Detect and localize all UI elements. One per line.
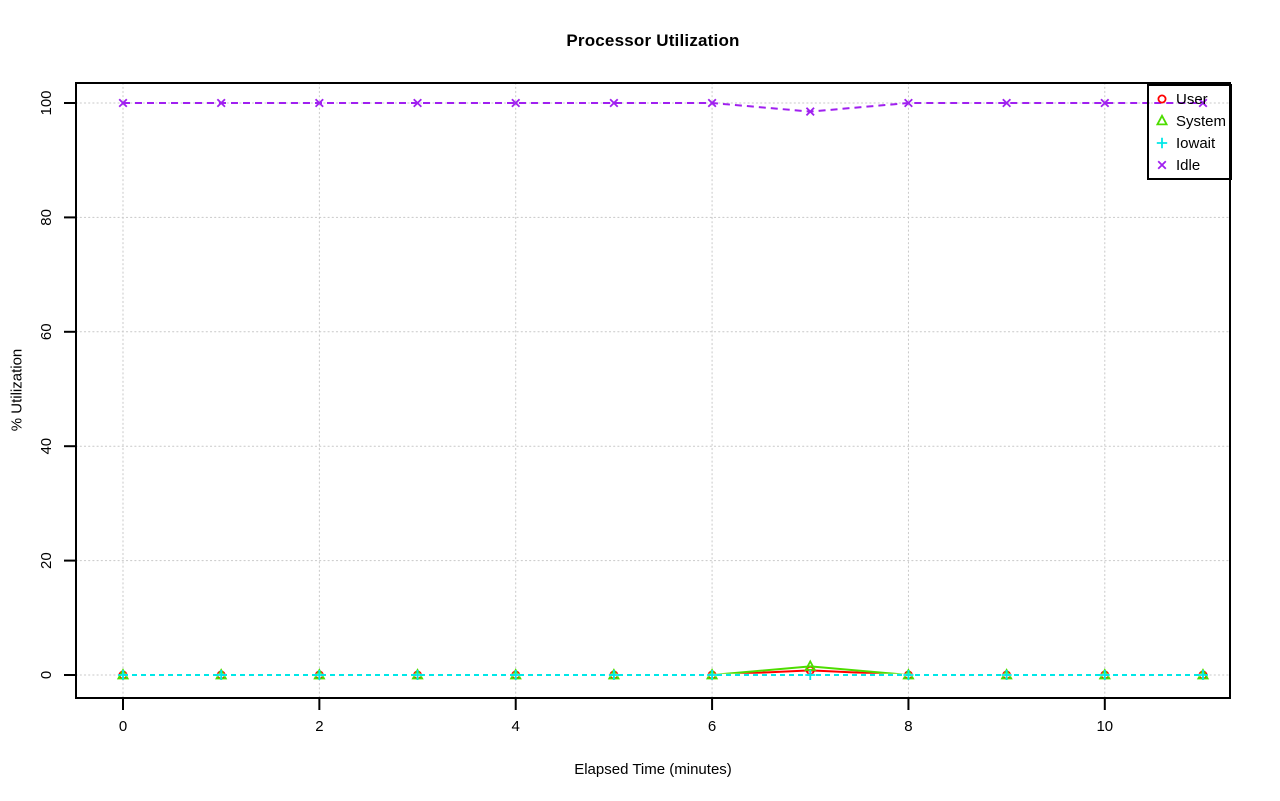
- legend-item-user: User: [1154, 91, 1230, 107]
- plus-marker-icon: [1156, 137, 1168, 149]
- y-tick-label: 40: [38, 438, 55, 455]
- legend-item-idle: Idle: [1154, 157, 1230, 173]
- circle-marker-icon: [1157, 94, 1167, 104]
- grid: [75, 82, 1231, 699]
- y-tick-label: 20: [38, 552, 55, 569]
- legend-label: Idle: [1176, 156, 1201, 174]
- series-iowait: [118, 670, 1208, 680]
- x-tick-label: 0: [119, 718, 127, 735]
- y-axis-title: % Utilization: [8, 348, 26, 432]
- legend-label: System: [1176, 112, 1227, 130]
- legend-label: User: [1176, 90, 1208, 108]
- series-idle: [118, 98, 1208, 117]
- plot-box: [75, 82, 1231, 699]
- legend-item-system: System: [1154, 113, 1230, 129]
- series-group: [116, 98, 1210, 680]
- y-tick-label: 80: [38, 209, 55, 226]
- x-tick-label: 8: [904, 718, 912, 735]
- x-tick-label: 6: [708, 718, 716, 735]
- x-tick-label: 2: [315, 718, 323, 735]
- legend: User System Iowait Idle: [1147, 84, 1232, 180]
- legend-item-iowait: Iowait: [1154, 135, 1230, 151]
- legend-label: Iowait: [1176, 134, 1216, 152]
- x-marker-icon: [1157, 160, 1167, 170]
- x-tick-label: 10: [1096, 718, 1113, 735]
- y-tick-label: 60: [38, 323, 55, 340]
- y-tick-label: 100: [38, 90, 55, 115]
- triangle-marker-icon: [1155, 113, 1169, 126]
- x-axis-title: Elapsed Time (minutes): [574, 761, 732, 778]
- chart-title: Processor Utilization: [566, 31, 740, 50]
- series-user: [118, 665, 1208, 680]
- x-tick-label: 4: [512, 718, 520, 735]
- y-tick-label: 0: [38, 671, 55, 679]
